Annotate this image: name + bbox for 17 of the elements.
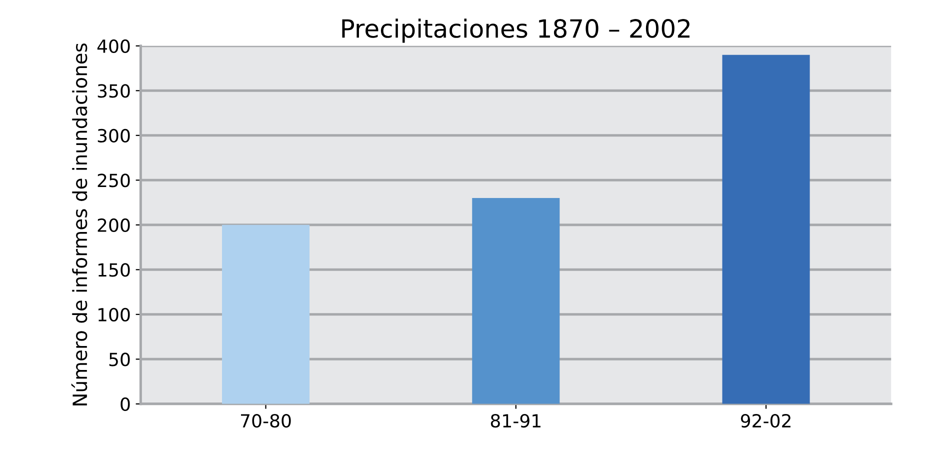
y-tick-label: 300 — [98, 128, 130, 143]
y-tick-label: 50 — [109, 352, 130, 366]
y-tick-label: 250 — [98, 174, 130, 188]
x-tick-label: 70-80 — [241, 414, 291, 428]
y-tick-label: 0 — [120, 397, 130, 412]
y-tick-label: 400 — [97, 39, 130, 54]
y-tick-label: 200 — [98, 218, 130, 232]
y-axis-title: Número de informes de inundaciones — [71, 43, 88, 406]
x-tick-label: 92-02 — [740, 414, 790, 428]
bar — [222, 224, 310, 404]
y-tick-label: 350 — [98, 84, 130, 98]
bar — [722, 54, 810, 404]
y-tick-label: 100 — [98, 308, 130, 322]
y-tick-label: 150 — [98, 263, 130, 277]
x-tick-label: 81-91 — [490, 414, 540, 428]
chart-title: Precipitaciones 1870 – 2002 — [342, 18, 690, 43]
bar — [472, 198, 560, 404]
